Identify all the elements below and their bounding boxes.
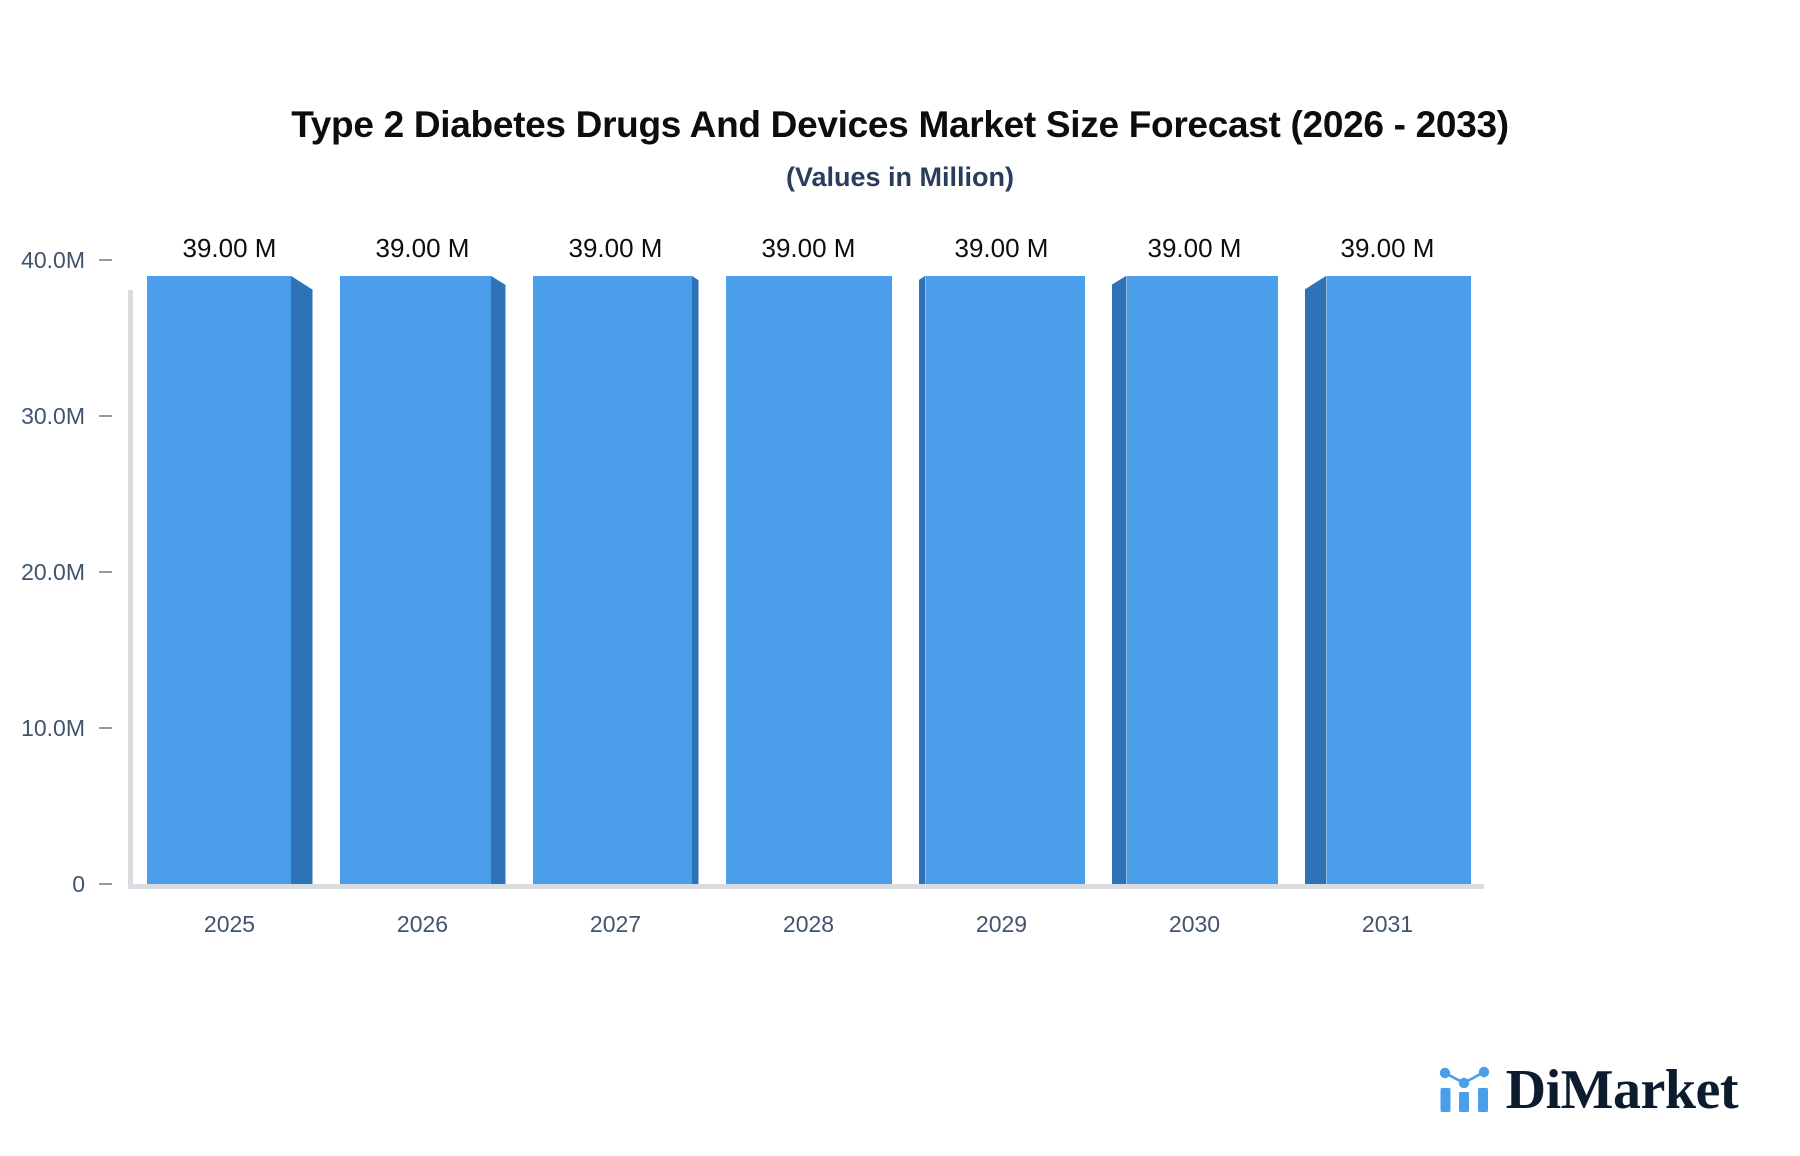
bar-value-label: 39.00 M xyxy=(182,232,277,263)
bar-side-face xyxy=(290,275,313,884)
y-axis-tick-label: 40.0M xyxy=(21,246,85,273)
x-axis-tick-label: 2025 xyxy=(203,911,256,937)
bar-side-face xyxy=(691,275,699,884)
bar-value-label: 39.00 M xyxy=(954,232,1049,263)
bar[interactable] xyxy=(339,275,491,884)
bar-value-label: 39.00 M xyxy=(761,232,856,263)
chart-subtitle: (Values in Million) xyxy=(785,161,1015,192)
y-axis-line xyxy=(128,290,133,887)
bar-side-face xyxy=(1111,275,1127,884)
y-axis-tick-mark xyxy=(99,259,112,261)
chart-header: Type 2 Diabetes Drugs And Devices Market… xyxy=(0,0,1800,193)
chart-title: Type 2 Diabetes Drugs And Devices Market… xyxy=(291,104,1509,145)
bar-value-label: 39.00 M xyxy=(1147,232,1242,263)
bar-side-face xyxy=(490,275,506,884)
x-axis-tick-label: 2030 xyxy=(1168,911,1221,937)
bar[interactable] xyxy=(146,275,291,884)
y-axis-tick-mark xyxy=(99,727,112,729)
x-axis-tick-label: 2029 xyxy=(975,911,1028,937)
y-axis-tick-mark xyxy=(99,883,112,885)
x-axis-line xyxy=(128,884,1484,889)
y-axis-tick-label: 10.0M xyxy=(21,714,85,741)
y-axis-tick-label: 30.0M xyxy=(21,402,85,429)
x-axis-tick-label: 2027 xyxy=(589,911,642,937)
bar[interactable] xyxy=(925,275,1085,884)
brand-logo-text: DiMarket xyxy=(1505,1059,1739,1121)
brand-logo: DiMarket xyxy=(1437,1059,1739,1121)
y-axis-tick-mark xyxy=(99,415,112,417)
bar[interactable] xyxy=(725,275,892,884)
bar-value-label: 39.00 M xyxy=(1340,232,1435,263)
y-axis-tick-mark xyxy=(99,571,112,573)
bar[interactable] xyxy=(532,275,692,884)
bar-value-label: 39.00 M xyxy=(568,232,663,263)
x-axis-tick-label: 2028 xyxy=(782,911,835,937)
bar-side-face xyxy=(918,275,926,884)
x-axis-tick-label: 2026 xyxy=(396,911,449,937)
y-axis-tick-label: 0 xyxy=(72,870,85,897)
bar[interactable] xyxy=(1126,275,1278,884)
bar[interactable] xyxy=(1326,275,1471,884)
y-axis-tick-label: 20.0M xyxy=(21,558,85,585)
x-axis-tick-label: 2031 xyxy=(1361,911,1414,937)
bar-side-face xyxy=(1304,275,1327,884)
bar-value-label: 39.00 M xyxy=(375,232,470,263)
bar-chart-icon xyxy=(1437,1064,1493,1116)
